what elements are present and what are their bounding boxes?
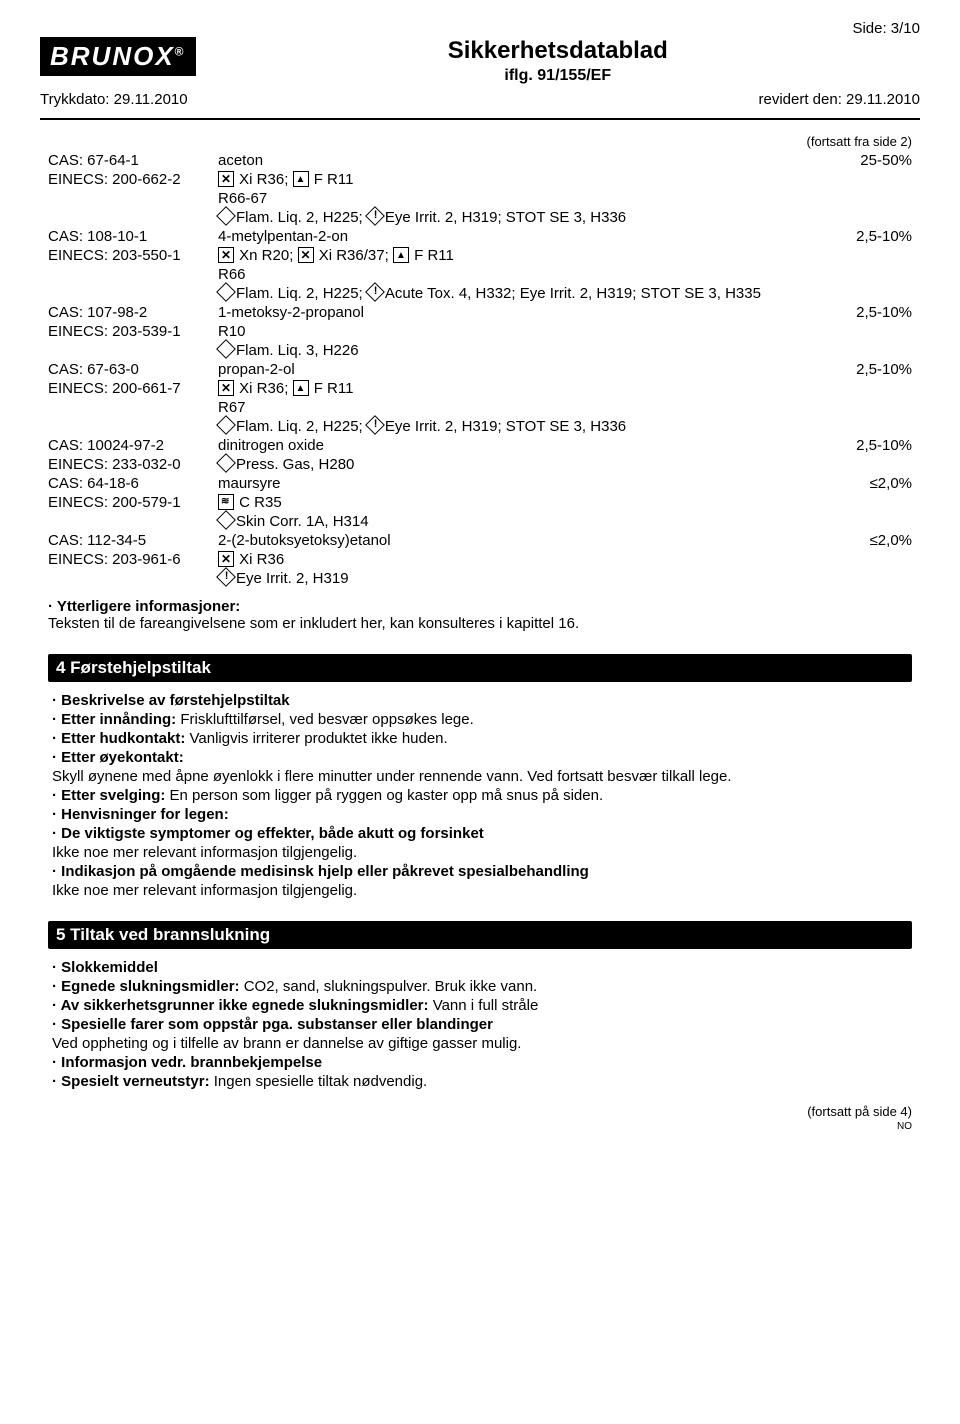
hazard-line: C R35: [218, 493, 822, 512]
section-5-header: 5 Tiltak ved brannslukning: [48, 921, 912, 949]
header-rule: [40, 118, 920, 120]
r-phrase: R66: [218, 265, 822, 284]
revised-date: revidert den: 29.11.2010: [758, 91, 920, 108]
document-title: Sikkerhetsdatablad: [196, 37, 920, 65]
r-phrase: R67: [218, 398, 822, 417]
cas-number: CAS: 108-10-1: [48, 227, 218, 246]
einecs-number: EINECS: 233-032-0: [48, 455, 218, 474]
ghs-line: Flam. Liq. 3, H226: [218, 341, 822, 360]
flammable-icon: [393, 247, 409, 263]
ingredient-row: CAS: 107-98-2 1-metoksy-2-propanol 2,5-1…: [48, 303, 912, 322]
page-number: Side: 3/10: [40, 20, 920, 37]
irritant-icon: [218, 551, 234, 567]
hazard-line: Xi R36; F R11: [218, 170, 822, 189]
irritant-icon: [298, 247, 314, 263]
cas-number: CAS: 112-34-5: [48, 531, 218, 550]
ghs-exclamation-icon: [365, 282, 385, 302]
substance-name: 1-metoksy-2-propanol: [218, 303, 822, 322]
ghs-exclamation-icon: [365, 206, 385, 226]
section-4-header: 4 Førstehjelpstiltak: [48, 654, 912, 682]
cas-number: CAS: 67-63-0: [48, 360, 218, 379]
ingredient-row: CAS: 67-63-0 propan-2-ol 2,5-10%: [48, 360, 912, 379]
irritant-icon: [218, 380, 234, 396]
r-phrase: R66-67: [218, 189, 822, 208]
section-4-body: · Beskrivelse av førstehjelpstiltak · Et…: [48, 692, 912, 899]
logo-trademark: ®: [175, 44, 186, 58]
ingredient-row: CAS: 64-18-6 maursyre ≤2,0%: [48, 474, 912, 493]
ghs-exclamation-icon: [365, 415, 385, 435]
ghs-diamond-icon: [216, 282, 236, 302]
irritant-icon: [218, 171, 234, 187]
logo-text: BRUNOX: [50, 41, 175, 71]
continued-from: (fortsatt fra side 2): [48, 134, 912, 149]
ghs-line: Press. Gas, H280: [218, 455, 822, 474]
continued-on: (fortsatt på side 4): [48, 1104, 912, 1119]
percentage: ≤2,0%: [822, 474, 912, 493]
flammable-icon: [293, 171, 309, 187]
flammable-icon: [293, 380, 309, 396]
ingredient-row: CAS: 108-10-1 4-metylpentan-2-on 2,5-10%: [48, 227, 912, 246]
percentage: 2,5-10%: [822, 360, 912, 379]
substance-name: propan-2-ol: [218, 360, 822, 379]
document-subtitle: iflg. 91/155/EF: [196, 67, 920, 85]
brand-logo: BRUNOX®: [40, 37, 196, 76]
ghs-diamond-icon: [216, 453, 236, 473]
cas-number: CAS: 10024-97-2: [48, 436, 218, 455]
ghs-line: Flam. Liq. 2, H225; Acute Tox. 4, H332; …: [218, 284, 822, 303]
ghs-line: Flam. Liq. 2, H225; Eye Irrit. 2, H319; …: [218, 208, 822, 227]
einecs-number: EINECS: 200-661-7: [48, 379, 218, 398]
hazard-line: Xi R36; F R11: [218, 379, 822, 398]
further-info-label: Ytterligere informasjoner:: [57, 598, 240, 615]
further-info-text: Teksten til de fareangivelsene som er in…: [48, 615, 579, 632]
ghs-diamond-icon: [216, 206, 236, 226]
print-date: Trykkdato: 29.11.2010: [40, 91, 188, 108]
page-header: Side: 3/10 BRUNOX® Sikkerhetsdatablad if…: [40, 20, 920, 108]
hazard-line: Xn R20; Xi R36/37; F R11: [218, 246, 822, 265]
substance-name: aceton: [218, 151, 822, 170]
ghs-exclamation-icon: [216, 567, 236, 587]
substance-name: 4-metylpentan-2-on: [218, 227, 822, 246]
substance-name: maursyre: [218, 474, 822, 493]
language-code: NO: [48, 1121, 912, 1132]
ingredient-row: CAS: 10024-97-2 dinitrogen oxide 2,5-10%: [48, 436, 912, 455]
further-information: · Ytterligere informasjoner: Teksten til…: [48, 598, 912, 632]
ghs-line: Flam. Liq. 2, H225; Eye Irrit. 2, H319; …: [218, 417, 822, 436]
hazard-line: Xi R36: [218, 550, 822, 569]
einecs-number: EINECS: 203-961-6: [48, 550, 218, 569]
ingredient-row: CAS: 67-64-1 aceton 25-50%: [48, 151, 912, 170]
ghs-line: Eye Irrit. 2, H319: [218, 569, 822, 588]
ghs-line: Skin Corr. 1A, H314: [218, 512, 822, 531]
harmful-icon: [218, 247, 234, 263]
r-phrase: R10: [218, 322, 822, 341]
substance-name: 2-(2-butoksyetoksy)etanol: [218, 531, 822, 550]
ingredient-row: CAS: 112-34-5 2-(2-butoksyetoksy)etanol …: [48, 531, 912, 550]
ghs-diamond-icon: [216, 339, 236, 359]
einecs-number: EINECS: 203-550-1: [48, 246, 218, 265]
corrosive-icon: [218, 494, 234, 510]
ghs-diamond-icon: [216, 510, 236, 530]
einecs-number: EINECS: 200-662-2: [48, 170, 218, 189]
ghs-diamond-icon: [216, 415, 236, 435]
cas-number: CAS: 64-18-6: [48, 474, 218, 493]
section-5-body: · Slokkemiddel · Egnede slukningsmidler:…: [48, 959, 912, 1090]
percentage: 2,5-10%: [822, 227, 912, 246]
percentage: 2,5-10%: [822, 303, 912, 322]
percentage: ≤2,0%: [822, 531, 912, 550]
cas-number: CAS: 107-98-2: [48, 303, 218, 322]
percentage: 2,5-10%: [822, 436, 912, 455]
ingredients-table: CAS: 67-64-1 aceton 25-50% EINECS: 200-6…: [48, 151, 912, 588]
cas-number: CAS: 67-64-1: [48, 151, 218, 170]
einecs-number: EINECS: 203-539-1: [48, 322, 218, 341]
content-area: (fortsatt fra side 2) CAS: 67-64-1 aceto…: [40, 134, 920, 1132]
percentage: 25-50%: [822, 151, 912, 170]
einecs-number: EINECS: 200-579-1: [48, 493, 218, 512]
substance-name: dinitrogen oxide: [218, 436, 822, 455]
